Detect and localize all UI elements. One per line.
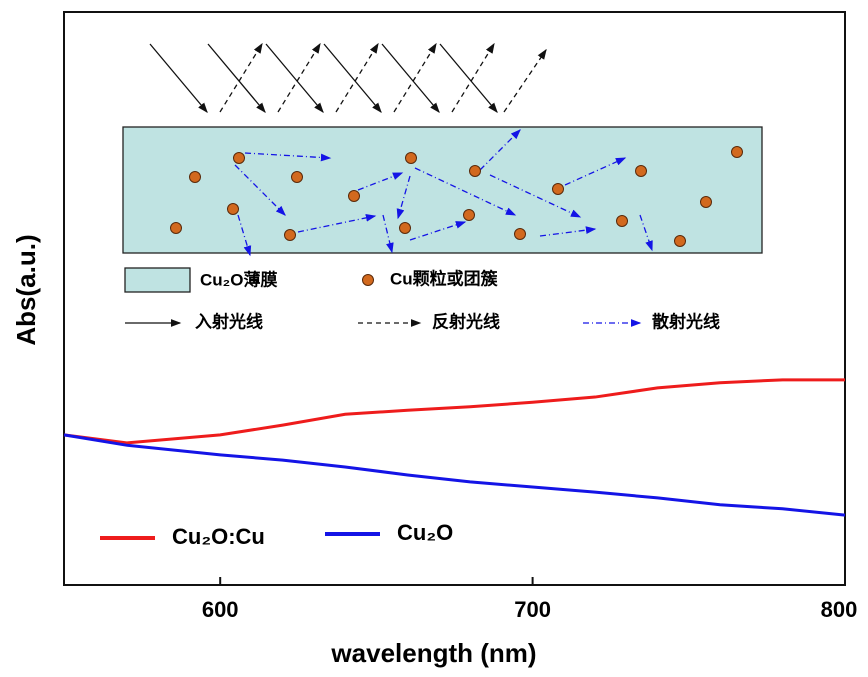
inset-label: 反射光线	[432, 311, 500, 331]
data-line	[64, 380, 845, 443]
x-tick-label: 800	[821, 597, 858, 622]
plot-frame	[64, 12, 845, 585]
inset-label: Cu颗粒或团簇	[390, 268, 499, 288]
inset-label: Cu₂O薄膜	[200, 269, 277, 289]
legend-label: Cu₂O	[397, 520, 453, 545]
x-axis-label: wavelength (nm)	[330, 638, 536, 668]
inset-label: 入射光线	[195, 311, 263, 331]
x-tick-label: 700	[514, 597, 551, 622]
legend-label: Cu₂O:Cu	[172, 524, 265, 549]
chart: wavelength (nm) Abs(a.u.)	[0, 0, 868, 672]
inset-label: 散射光线	[652, 311, 720, 331]
x-tick-label: 600	[202, 597, 239, 622]
y-axis-label: Abs(a.u.)	[11, 234, 41, 345]
data-line	[64, 435, 845, 515]
